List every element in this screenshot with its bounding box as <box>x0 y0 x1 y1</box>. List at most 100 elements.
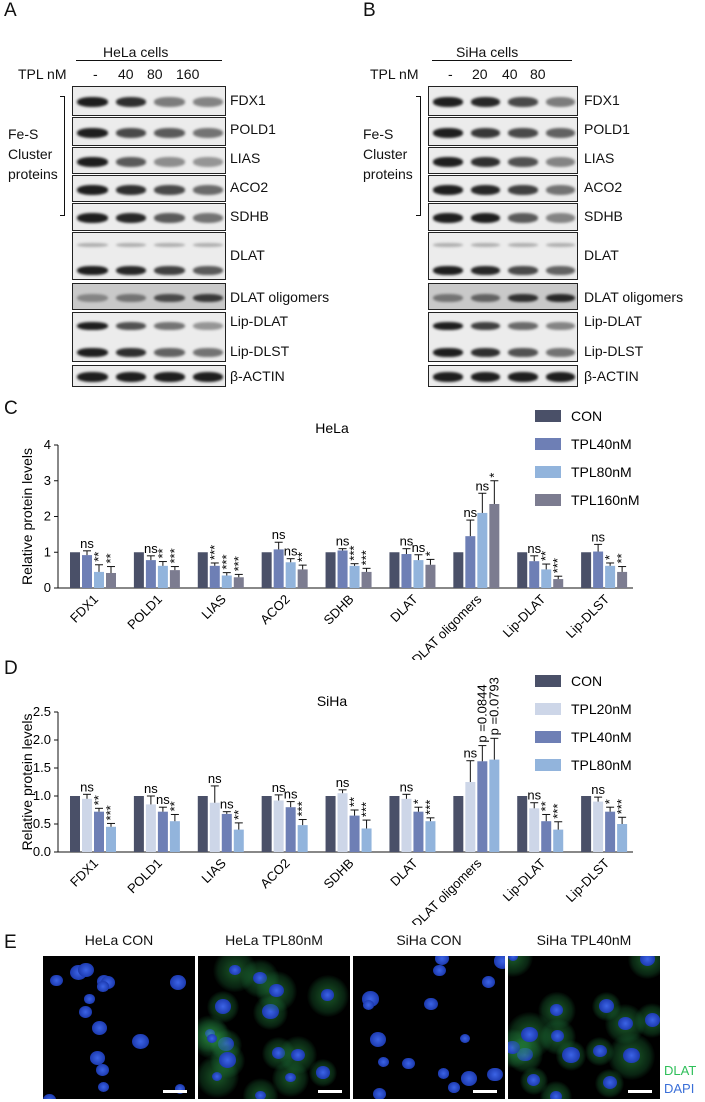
bar <box>553 579 564 588</box>
band <box>545 97 575 107</box>
significance-label: ns <box>463 746 477 761</box>
band <box>115 243 146 247</box>
significance-label: *** <box>614 799 629 814</box>
scale-bar <box>628 1090 652 1093</box>
band <box>192 213 223 223</box>
band <box>192 347 223 357</box>
bar <box>425 821 436 852</box>
nucleus <box>369 1031 387 1047</box>
x-tick-label: Lip-DLAT <box>500 591 549 640</box>
blot-label: Lip-DLAT <box>584 313 643 329</box>
significance-label: p =0.0844 <box>474 684 489 742</box>
bar <box>517 796 528 852</box>
bar <box>70 552 80 588</box>
bar <box>233 829 244 852</box>
blot-label: DLAT <box>584 247 619 263</box>
significance-label: ns <box>336 775 350 790</box>
bar <box>297 569 308 588</box>
nucleus <box>517 1047 533 1062</box>
nucleus <box>49 974 63 987</box>
micrograph-title: SiHa TPL40nM <box>536 932 632 948</box>
dose-label: 160 <box>176 66 200 82</box>
band <box>508 293 538 302</box>
band <box>545 243 575 247</box>
significance-label: ns <box>284 544 298 559</box>
significance-label: *** <box>207 545 222 560</box>
band <box>115 321 146 330</box>
blot-image <box>428 312 578 362</box>
nucleus <box>228 964 241 976</box>
band <box>508 184 538 195</box>
legend-swatch <box>535 731 561 743</box>
x-tick-label: ACO2 <box>257 592 293 628</box>
bar <box>593 551 604 588</box>
panel-b-tpl-label: TPL nM <box>370 66 419 82</box>
band <box>433 184 463 195</box>
significance-label: *** <box>422 800 437 815</box>
blot-label: ACO2 <box>230 179 269 195</box>
band <box>192 265 223 275</box>
significance-label: ** <box>91 552 106 562</box>
nucleus <box>447 1082 460 1093</box>
band <box>154 127 185 138</box>
legend-label: TPL40nM <box>571 436 632 452</box>
micrograph-title: SiHa CON <box>396 932 462 948</box>
significance-label: *** <box>550 558 565 573</box>
bar <box>233 577 244 588</box>
bracket-line <box>420 96 421 216</box>
bar <box>593 801 604 852</box>
band <box>154 97 185 107</box>
nucleus <box>508 1040 520 1055</box>
bar <box>209 565 220 588</box>
blot-label: SDHB <box>230 208 269 224</box>
significance-label: ns <box>156 792 170 807</box>
nucleus <box>269 983 285 997</box>
significance-label: ** <box>295 552 310 562</box>
blot-image <box>72 117 226 146</box>
bracket-label: Cluster <box>363 146 408 162</box>
dose-label: 80 <box>530 66 546 82</box>
nucleus <box>78 1005 93 1018</box>
blot-image <box>428 283 578 310</box>
legend-swatch <box>535 494 561 506</box>
bar <box>106 572 116 588</box>
micrograph-title: HeLa TPL80nM <box>225 932 323 948</box>
significance-label: ** <box>538 801 553 811</box>
blot-image <box>72 203 226 231</box>
band <box>154 243 185 247</box>
bar <box>605 565 616 588</box>
nucleus <box>644 1013 660 1027</box>
significance-label: ** <box>103 553 118 563</box>
band <box>470 293 500 302</box>
significance-label: ns <box>144 781 158 796</box>
bar <box>489 759 500 852</box>
bar <box>157 811 168 852</box>
bar <box>517 552 528 588</box>
band <box>77 127 108 138</box>
dose-label: - <box>448 66 453 82</box>
legend-swatch <box>535 438 561 450</box>
bar <box>361 828 372 852</box>
significance-label: * <box>486 473 501 478</box>
bar <box>389 552 400 588</box>
y-tick-label: 0 <box>44 580 51 595</box>
nucleus <box>212 1071 223 1081</box>
bar <box>477 512 488 588</box>
panel-b-header-line <box>432 60 572 61</box>
band <box>192 156 223 167</box>
bar <box>413 560 424 588</box>
band <box>154 293 185 302</box>
nucleus <box>218 1036 235 1051</box>
dose-label: 20 <box>472 66 488 82</box>
y-tick-label: 1.0 <box>33 788 51 803</box>
blot-label: β-ACTIN <box>584 368 639 384</box>
micrograph <box>507 955 661 1100</box>
band <box>154 347 185 357</box>
band <box>433 127 463 138</box>
blot-label: DLAT <box>230 247 265 263</box>
x-tick-label: LIAS <box>198 855 229 886</box>
bar <box>349 815 360 852</box>
nucleus <box>321 989 334 1001</box>
significance-label: ns <box>400 779 414 794</box>
nucleus <box>602 1076 617 1089</box>
